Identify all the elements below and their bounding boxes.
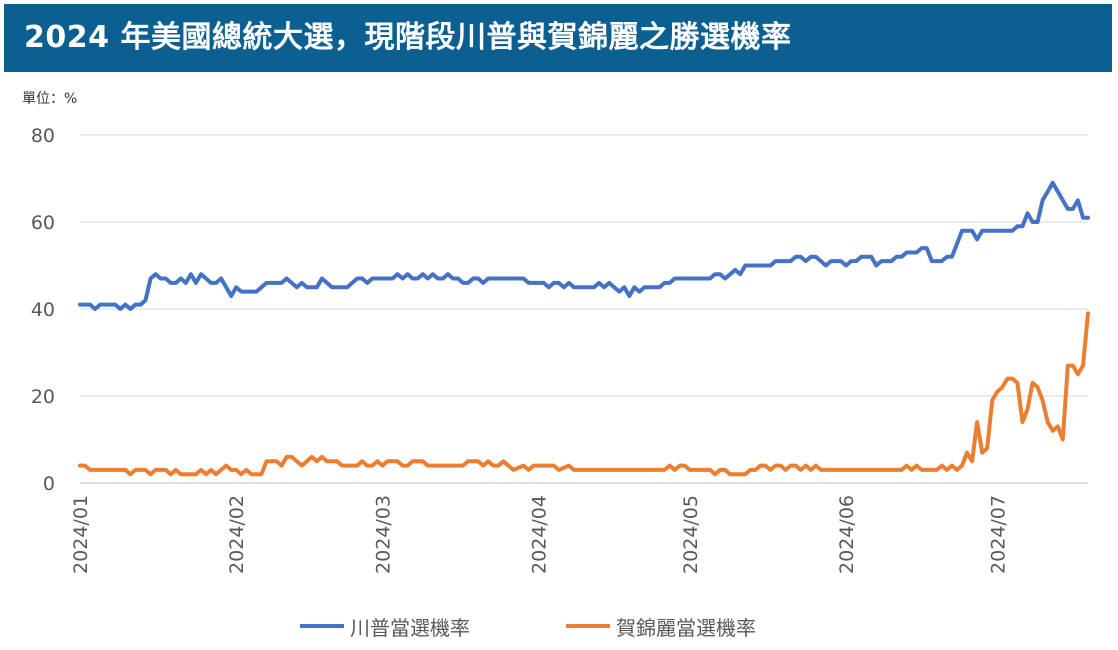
unit-label: 單位：% xyxy=(22,91,78,107)
y-tick-label: 0 xyxy=(43,473,55,495)
x-tick-label: 2024/02 xyxy=(226,495,248,574)
x-tick-label: 2024/06 xyxy=(836,495,858,574)
x-tick-label: 2024/04 xyxy=(529,495,551,574)
y-tick-label: 40 xyxy=(31,299,55,321)
legend-swatch-trump xyxy=(300,624,344,628)
title-bar: 2024 年美國總統大選，現階段川普與賀錦麗之勝選機率 xyxy=(4,4,1112,72)
series-line-trump xyxy=(78,180,1090,311)
x-tick-label: 2024/01 xyxy=(70,495,92,574)
y-tick-label: 20 xyxy=(31,386,55,408)
x-tick-label: 2024/05 xyxy=(680,495,702,574)
legend-item-harris: 賀錦麗當選機率 xyxy=(566,612,756,640)
chart-title: 2024 年美國總統大選，現階段川普與賀錦麗之勝選機率 xyxy=(24,20,792,55)
legend-item-trump: 川普當選機率 xyxy=(300,612,470,640)
y-tick-label: 80 xyxy=(31,125,55,147)
legend-label-harris: 賀錦麗當選機率 xyxy=(616,615,756,640)
x-tick-label: 2024/03 xyxy=(372,495,394,574)
x-tick-label: 2024/07 xyxy=(987,495,1009,574)
legend-swatch-harris xyxy=(566,624,610,628)
series-line-harris xyxy=(78,311,1090,477)
legend-label-trump: 川普當選機率 xyxy=(350,615,470,640)
y-tick-label: 60 xyxy=(31,212,55,234)
